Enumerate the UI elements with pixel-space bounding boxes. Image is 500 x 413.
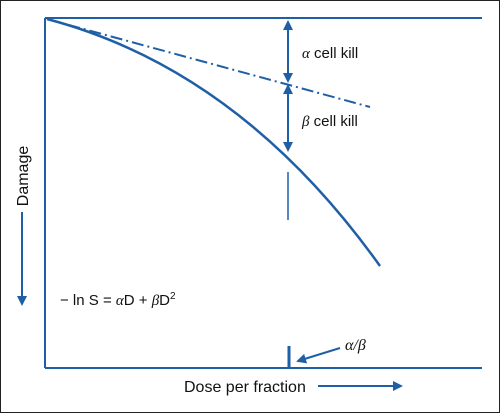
ratio-slash: /: [352, 337, 359, 354]
equation-exponent: 2: [170, 291, 176, 302]
alpha-beta-ratio-label: α/β: [345, 337, 366, 354]
equation-mid: D +: [124, 292, 152, 309]
beta-cell-kill-label: β cell kill: [301, 113, 358, 130]
equation-alpha: α: [116, 293, 125, 309]
alpha-component-line: [46, 18, 371, 108]
equation-beta: β: [151, 293, 160, 309]
y-axis-label: Damage: [15, 146, 32, 207]
alpha-cell-kill-label: α cell kill: [302, 45, 358, 62]
damage-curve: [46, 17, 382, 267]
beta-cell-kill-text: cell kill: [309, 113, 357, 130]
x-axis-label: Dose per fraction: [184, 379, 306, 396]
ratio-pointer-arrow: [296, 347, 341, 364]
ratio-alpha: α: [345, 337, 354, 354]
ratio-beta: β: [357, 337, 366, 354]
alpha-symbol: α: [302, 46, 311, 62]
alpha-cell-kill-text: cell kill: [310, 45, 358, 62]
equation: − ln S = αD + βD2: [60, 291, 176, 309]
beta-symbol: β: [301, 114, 310, 130]
equation-tail: D: [159, 292, 170, 309]
equation-prefix: − ln S =: [60, 292, 116, 309]
